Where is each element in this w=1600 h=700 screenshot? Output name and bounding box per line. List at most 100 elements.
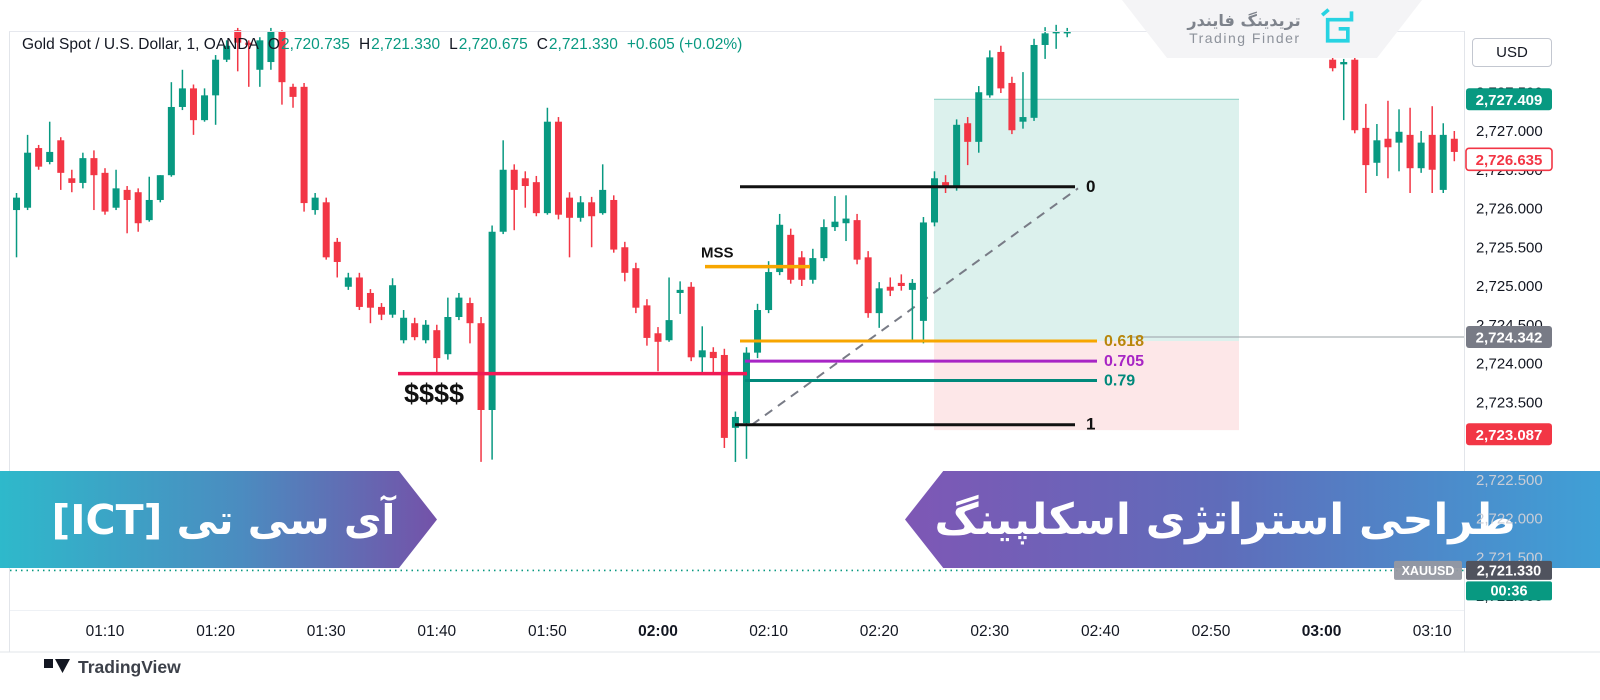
fib-upper-zone (934, 99, 1239, 342)
candle (554, 117, 562, 220)
candle (1450, 131, 1458, 162)
candle (676, 281, 684, 314)
candle (632, 262, 640, 314)
candle (643, 299, 651, 346)
candle (57, 137, 65, 190)
candle (975, 86, 983, 153)
candle (621, 241, 629, 282)
candle (588, 196, 596, 248)
candle (875, 282, 883, 328)
candle (167, 82, 175, 177)
candle (1439, 123, 1447, 193)
candle (46, 121, 54, 165)
candle (389, 278, 397, 318)
candle (1052, 24, 1060, 49)
candle (709, 347, 717, 374)
candle (1373, 124, 1381, 176)
fib-0618-label: 0.618 (1104, 333, 1144, 350)
candle (942, 175, 950, 193)
candle (344, 272, 352, 290)
trading-finder-title-fa: تریدینگ فایندر (1187, 10, 1301, 30)
candle (720, 348, 728, 448)
trading-finder-names: تریدینگ فایندر Trading Finder (1187, 10, 1301, 46)
candle (212, 55, 220, 125)
candle (853, 213, 861, 265)
trading-finder-plate: تریدینگ فایندر Trading Finder (1122, 0, 1422, 58)
candle (1395, 109, 1403, 172)
candle (1351, 55, 1359, 134)
candle (798, 251, 806, 286)
tradingview-attribution[interactable]: TradingView (44, 655, 181, 680)
candle (698, 326, 706, 373)
candle (1329, 55, 1337, 72)
candle (1428, 106, 1436, 193)
candle (908, 279, 916, 342)
candle (897, 274, 905, 291)
candle (610, 195, 618, 253)
candle (267, 27, 275, 70)
candle (521, 171, 529, 208)
candle (311, 193, 319, 215)
candle (79, 152, 87, 189)
ohlc-low: L 2,720.675 (449, 36, 528, 53)
tradingview-logo-icon (44, 655, 71, 680)
fib-lower-zone (934, 341, 1239, 431)
candle (1340, 58, 1348, 121)
candle (931, 171, 938, 227)
candle (809, 248, 817, 284)
candle (820, 219, 828, 262)
candle (355, 272, 363, 311)
candle (765, 261, 773, 314)
candle (68, 169, 76, 193)
candle (919, 217, 927, 344)
candle (300, 82, 308, 212)
candle (433, 324, 441, 373)
banner-strategy-title: طراحی استراتژی اسکلپینگ (905, 471, 1600, 568)
candle (1063, 27, 1071, 38)
candle (455, 292, 463, 321)
banner-strategy-text: طراحی استراتژی اسکلپینگ (934, 494, 1516, 545)
candle (178, 69, 186, 111)
tradingview-logo-text: TradingView (78, 657, 181, 677)
candle (333, 237, 341, 278)
candle (1041, 27, 1049, 59)
candle (566, 192, 574, 258)
fib-0-label: 0 (1086, 177, 1095, 196)
fib-1-label: 1 (1086, 415, 1095, 434)
candle (953, 119, 961, 191)
banner-ict-title: آی سی تی [ICT] (0, 471, 437, 568)
candle (665, 277, 673, 342)
candle (477, 317, 485, 462)
candle (35, 144, 43, 170)
candle (156, 175, 164, 203)
candle (90, 150, 98, 211)
candle (13, 193, 21, 258)
candle (831, 196, 839, 231)
candle (543, 107, 551, 215)
candle (1019, 72, 1027, 129)
banner-ict-text: آی سی تی [ICT] (51, 495, 396, 544)
ohlc-high: H 2,721.330 (358, 36, 441, 53)
ohlc-open: O 2,720.735 (267, 36, 350, 53)
candle (532, 175, 540, 217)
candle (145, 176, 153, 222)
candle (322, 197, 330, 260)
trend-dashed-line[interactable] (751, 187, 1079, 426)
candle (1030, 38, 1038, 121)
candle (754, 303, 762, 359)
candle (499, 140, 507, 235)
ohlc-close: C 2,721.330 (536, 36, 618, 53)
candle (787, 228, 795, 284)
candle (1384, 100, 1392, 179)
currency-selector-button[interactable]: USD (1472, 38, 1552, 67)
candle (223, 40, 231, 63)
candle (599, 164, 607, 215)
candle (234, 27, 242, 72)
candle (400, 310, 408, 344)
candle (1406, 107, 1414, 193)
trading-finder-logo-icon (1313, 6, 1357, 53)
candle (422, 320, 430, 344)
symbol-title[interactable]: Gold Spot / U.S. Dollar, 1, OANDA (22, 36, 259, 53)
